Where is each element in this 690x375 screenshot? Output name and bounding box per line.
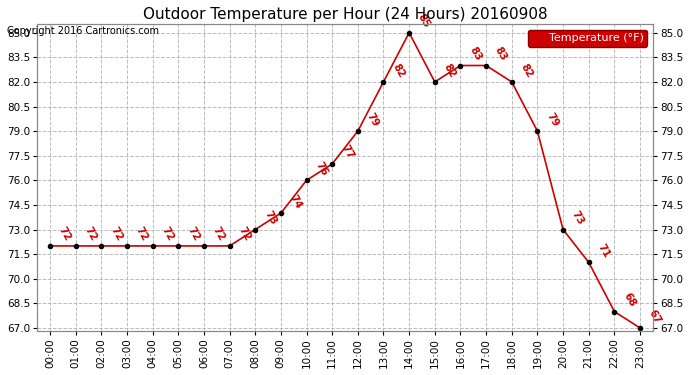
Text: 72: 72	[185, 225, 201, 243]
Text: 82: 82	[442, 62, 457, 79]
Text: 72: 72	[57, 225, 73, 243]
Text: 76: 76	[313, 160, 329, 177]
Text: 79: 79	[365, 111, 381, 128]
Text: 72: 72	[134, 225, 150, 243]
Text: 72: 72	[83, 225, 99, 243]
Text: 72: 72	[237, 225, 253, 243]
Text: 85: 85	[416, 12, 432, 30]
Text: 74: 74	[288, 193, 304, 210]
Text: 68: 68	[621, 291, 638, 309]
Text: 72: 72	[211, 225, 227, 243]
Text: 79: 79	[544, 111, 560, 128]
Text: Copyright 2016 Cartronics.com: Copyright 2016 Cartronics.com	[7, 26, 159, 36]
Text: 82: 82	[391, 62, 406, 79]
Text: 71: 71	[595, 242, 611, 260]
Text: 73: 73	[570, 209, 586, 227]
Title: Outdoor Temperature per Hour (24 Hours) 20160908: Outdoor Temperature per Hour (24 Hours) …	[143, 7, 547, 22]
Text: 73: 73	[262, 209, 278, 227]
Text: 77: 77	[339, 143, 355, 161]
Legend: Temperature (°F): Temperature (°F)	[528, 30, 647, 47]
Text: 83: 83	[467, 45, 483, 63]
Text: 67: 67	[647, 308, 663, 325]
Text: 83: 83	[493, 45, 509, 63]
Text: 82: 82	[519, 62, 535, 79]
Text: 72: 72	[159, 225, 175, 243]
Text: 72: 72	[108, 225, 124, 243]
